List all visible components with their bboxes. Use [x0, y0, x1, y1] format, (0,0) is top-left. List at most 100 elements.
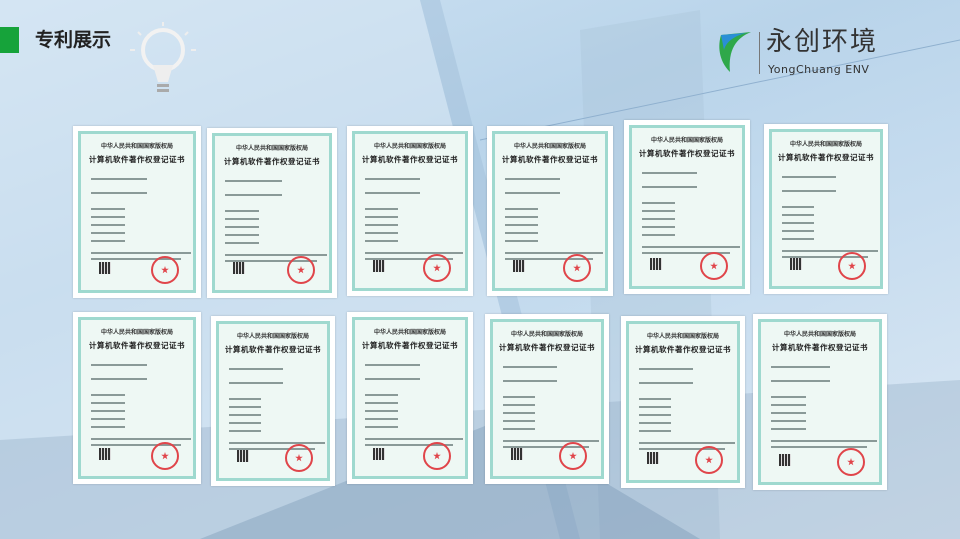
- certificate-text-line: [503, 428, 535, 430]
- qr-code-icon: [650, 258, 662, 270]
- certificate-text-line: [91, 402, 125, 404]
- qr-code-icon: [237, 450, 249, 462]
- certificate-text-line: [771, 428, 806, 430]
- certificate-text-line: [91, 426, 125, 428]
- certificate-title: 计算机软件著作权登记证书: [225, 345, 321, 354]
- certificate-issuer: 中华人民共和国国家版权局: [373, 143, 446, 150]
- certificate-text-line: [229, 442, 325, 444]
- company-logo: 永创环境 YongChuang ENV: [716, 28, 916, 78]
- certificate-text-line: [503, 366, 557, 368]
- certificate-text-line: [229, 430, 261, 432]
- certificate-text-line: [782, 214, 814, 216]
- certificate-text-line: [229, 368, 283, 370]
- certificate-issuer: 中华人民共和国国家版权局: [235, 145, 308, 152]
- certificate-issuer: 中华人民共和国国家版权局: [513, 143, 586, 150]
- certificate-text-line: [91, 394, 125, 396]
- certificate-title: 计算机软件著作权登记证书: [778, 153, 874, 162]
- certificate-text-line: [642, 218, 675, 220]
- qr-code-icon: [790, 258, 802, 270]
- certificate-card: 中华人民共和国国家版权局 计算机软件著作权登记证书: [73, 312, 201, 484]
- certificate-text-line: [639, 422, 671, 424]
- certificate-text-line: [229, 398, 261, 400]
- official-seal-icon: [151, 442, 179, 470]
- official-seal-icon: [559, 442, 587, 470]
- official-seal-icon: [287, 256, 315, 284]
- qr-code-icon: [99, 262, 111, 274]
- certificate-text-line: [365, 402, 398, 404]
- logo-name-cn: 永创环境: [766, 27, 879, 57]
- title-accent-bar: [0, 27, 19, 53]
- certificate-text-line: [782, 230, 814, 232]
- certificate-text-line: [365, 224, 398, 226]
- certificate-text-line: [91, 232, 125, 234]
- certificate-text-line: [771, 404, 806, 406]
- certificate-text-line: [91, 240, 125, 242]
- certificate-text-line: [225, 254, 327, 256]
- certificate-text-line: [503, 420, 535, 422]
- certificate-text-line: [642, 226, 675, 228]
- certificate-text-line: [639, 398, 671, 400]
- certificate-text-line: [225, 194, 282, 196]
- certificate-text-line: [365, 192, 420, 194]
- certificate-text-line: [503, 412, 535, 414]
- certificate-text-line: [91, 444, 181, 446]
- certificate-text-line: [503, 380, 557, 382]
- certificate-text-line: [365, 208, 398, 210]
- certificate-title: 计算机软件著作权登记证书: [362, 341, 458, 350]
- certificate-text-line: [505, 178, 560, 180]
- certificate-text-line: [771, 396, 806, 398]
- certificate-title: 计算机软件著作权登记证书: [499, 343, 595, 352]
- certificate-text-line: [771, 366, 830, 368]
- qr-code-icon: [779, 454, 791, 466]
- certificate-title: 计算机软件著作权登记证书: [772, 343, 868, 352]
- official-seal-icon: [423, 254, 451, 282]
- certificate-text-line: [503, 440, 599, 442]
- certificate-title: 计算机软件著作权登记证书: [362, 155, 458, 164]
- qr-code-icon: [99, 448, 111, 460]
- certificate-text-line: [91, 410, 125, 412]
- qr-code-icon: [511, 448, 523, 460]
- certificate-card: 中华人民共和国国家版权局 计算机软件著作权登记证书: [347, 126, 473, 296]
- certificate-issuer: 中华人民共和国国家版权局: [646, 333, 719, 340]
- qr-code-icon: [373, 260, 385, 272]
- leaf-logo-icon: [719, 32, 751, 72]
- certificate-text-line: [229, 406, 261, 408]
- certificate-text-line: [505, 208, 538, 210]
- certificate-card: 中华人民共和国国家版权局 计算机软件著作权登记证书: [621, 316, 745, 488]
- certificate-text-line: [782, 206, 814, 208]
- logo-divider: [759, 32, 760, 74]
- certificate-text-line: [365, 444, 453, 446]
- certificate-text-line: [505, 216, 538, 218]
- official-seal-icon: [695, 446, 723, 474]
- certificate-text-line: [771, 440, 877, 442]
- certificate-text-line: [229, 448, 315, 450]
- certificate-text-line: [91, 258, 181, 260]
- certificate-text-line: [782, 238, 814, 240]
- official-seal-icon: [837, 448, 865, 476]
- qr-code-icon: [513, 260, 525, 272]
- certificate-text-line: [225, 226, 259, 228]
- certificate-issuer: 中华人民共和国国家版权局: [789, 141, 862, 148]
- certificate-text-line: [225, 218, 259, 220]
- certificate-text-line: [229, 414, 261, 416]
- certificate-text-line: [91, 224, 125, 226]
- certificate-text-line: [229, 382, 283, 384]
- certificate-text-line: [225, 242, 259, 244]
- certificate-title: 计算机软件著作权登记证书: [224, 157, 320, 166]
- certificate-text-line: [771, 380, 830, 382]
- certificate-issuer: 中华人民共和国国家版权局: [373, 329, 446, 336]
- official-seal-icon: [563, 254, 591, 282]
- certificate-card: 中华人民共和国国家版权局 计算机软件著作权登记证书: [207, 128, 337, 298]
- certificate-text-line: [782, 256, 868, 258]
- certificate-text-line: [91, 208, 125, 210]
- certificate-text-line: [225, 260, 317, 262]
- certificate-title: 计算机软件著作权登记证书: [635, 345, 731, 354]
- certificate-card: 中华人民共和国国家版权局 计算机软件著作权登记证书: [485, 314, 609, 484]
- certificate-text-line: [91, 418, 125, 420]
- certificate-text-line: [639, 382, 693, 384]
- certificate-title: 计算机软件著作权登记证书: [89, 155, 185, 164]
- lightbulb-hand-icon: [130, 22, 196, 92]
- certificate-text-line: [639, 430, 671, 432]
- certificate-card: 中华人民共和国国家版权局 计算机软件著作权登记证书: [487, 126, 613, 296]
- certificate-text-line: [365, 232, 398, 234]
